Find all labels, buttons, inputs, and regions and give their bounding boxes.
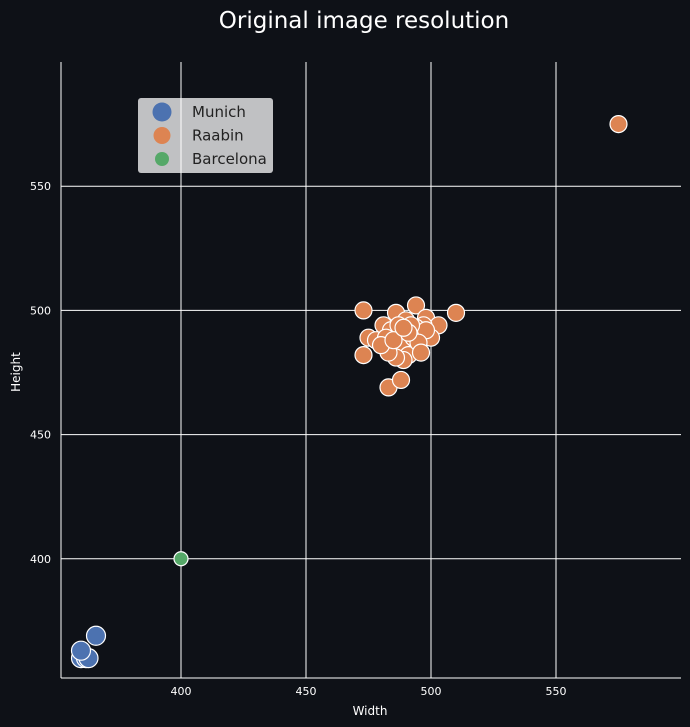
x-tick-label: 500 [421,685,442,698]
data-point-raabin [354,345,373,365]
legend-box [138,98,273,173]
data-point-raabin [411,343,431,362]
data-point-raabin [354,301,373,320]
data-point-raabin [406,296,426,315]
data-point-raabin [384,331,403,350]
legend-entry-munich: Munich [192,103,246,121]
x-tick-label: 400 [171,685,192,698]
y-tick-label: 450 [30,429,51,442]
legend-entry-raabin: Raabin [192,127,244,145]
legend-marker-raabin [153,127,171,144]
data-points [70,114,628,669]
data-point-barcelona [173,551,189,567]
y-axis-label: Height [9,352,23,392]
y-tick-label: 400 [30,553,51,566]
series-munich [70,625,107,669]
data-point-raabin [609,114,628,134]
y-tick-label: 500 [30,304,51,317]
data-point-raabin [446,303,466,322]
data-point-munich [70,640,92,661]
data-point-raabin [391,370,411,390]
grid-lines [61,62,681,678]
x-axis-label: Width [353,704,388,718]
legend-marker-munich [152,102,172,122]
legend: Munich Raabin Barcelona [138,98,273,173]
chart-title: Original image resolution [219,8,509,34]
x-tick-labels: 400 450 500 550 [171,685,567,698]
axes [60,62,681,679]
series-barcelona [173,551,189,567]
legend-marker-barcelona [155,152,169,166]
y-tick-labels: 400 450 500 550 [30,180,51,566]
legend-entry-barcelona: Barcelona [192,150,267,168]
y-tick-label: 550 [30,180,51,193]
x-tick-label: 450 [296,685,317,698]
series-raabin [354,114,628,397]
x-tick-label: 550 [546,685,567,698]
data-point-raabin [394,318,413,337]
data-point-munich [85,625,107,646]
